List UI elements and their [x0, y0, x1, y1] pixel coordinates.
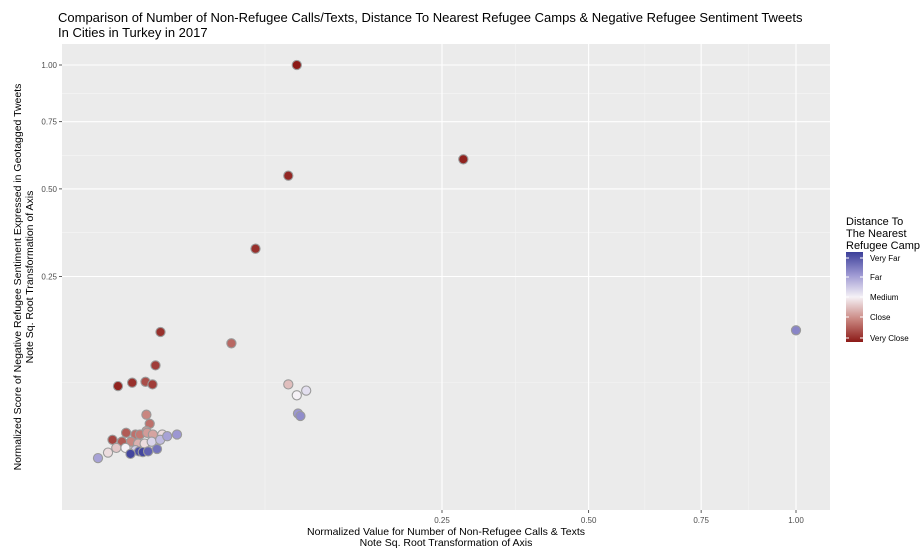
legend-label: Medium [870, 293, 899, 302]
data-point [111, 442, 122, 454]
y-axis-title-line: Normalized Score of Negative Refugee Sen… [12, 84, 24, 471]
major-gridlines [62, 44, 830, 510]
x-tick-label: 0.75 [693, 516, 709, 525]
x-axis-ticks: 0.25 0.50 0.75 1.00 [434, 510, 804, 525]
legend-title-line: Refugee Camp [846, 240, 920, 252]
data-point [226, 338, 237, 349]
legend-title-line: The Nearest [846, 228, 907, 240]
y-tick-label: 0.50 [41, 185, 57, 194]
data-point [155, 326, 166, 338]
data-point [141, 409, 152, 420]
data-point [171, 429, 183, 440]
legend-ticks [846, 257, 863, 339]
data-point [291, 59, 302, 71]
data-point [127, 377, 138, 388]
data-point [120, 427, 132, 438]
y-axis-title: Normalized Score of Negative Refugee Sen… [12, 84, 36, 471]
data-point [162, 431, 173, 442]
x-axis-title-line: Note Sq. Root Transformation of Axis [360, 537, 533, 548]
data-point [150, 360, 161, 371]
chart-title: Comparison of Number of Non-Refugee Call… [58, 10, 803, 40]
y-axis-ticks: 0.25 0.50 0.75 1.00 [41, 61, 62, 282]
legend-colorbar [846, 252, 863, 342]
legend-labels: Very Far Far Medium Close Very Close [870, 254, 909, 343]
data-point [92, 452, 104, 464]
y-axis-title-line: Note Sq. Root Transformation of Axis [24, 191, 36, 364]
data-point [250, 243, 261, 254]
y-tick-label: 1.00 [41, 61, 57, 70]
x-tick-label: 0.50 [581, 516, 597, 525]
data-point [458, 154, 469, 165]
data-point [295, 410, 306, 422]
x-axis-title: Normalized Value for Number of Non-Refug… [307, 526, 585, 548]
legend-label: Far [870, 273, 882, 282]
data-point [112, 380, 124, 392]
data-point [151, 443, 163, 455]
data-point [125, 448, 136, 460]
data-point [142, 446, 154, 457]
data-point [147, 379, 158, 390]
data-point [107, 434, 118, 445]
data-point [283, 170, 294, 181]
legend-label: Very Far [870, 254, 901, 263]
x-tick-label: 1.00 [788, 516, 804, 525]
title-line: In Cities in Turkey in 2017 [58, 25, 208, 40]
title-line: Comparison of Number of Non-Refugee Call… [58, 10, 803, 25]
y-tick-label: 0.75 [41, 118, 57, 127]
legend-label: Close [870, 313, 891, 322]
y-tick-label: 0.25 [41, 273, 57, 282]
legend-label: Very Close [870, 334, 909, 343]
data-point [283, 379, 294, 390]
x-axis-title-line: Normalized Value for Number of Non-Refug… [307, 526, 585, 538]
data-point [301, 385, 312, 396]
data-point [291, 390, 302, 401]
data-point [102, 447, 114, 458]
data-points [92, 59, 802, 464]
data-point [790, 325, 802, 336]
legend-title-line: Distance To [846, 216, 903, 228]
x-tick-label: 0.25 [434, 516, 450, 525]
